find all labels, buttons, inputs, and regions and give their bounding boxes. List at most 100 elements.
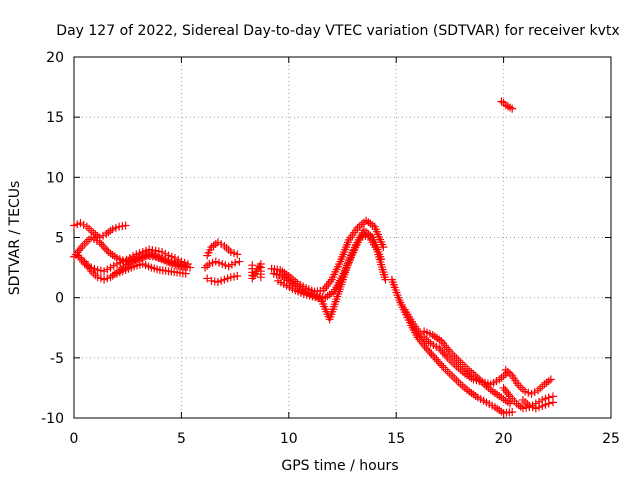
data-point	[70, 252, 78, 261]
data-point	[454, 356, 463, 365]
y-tick-label: 5	[55, 231, 64, 247]
y-tick-label: 10	[46, 170, 64, 186]
data-point-fill	[429, 351, 438, 360]
data-point-fill	[87, 226, 96, 235]
data-point-fill	[445, 369, 454, 378]
data-point	[448, 371, 457, 380]
data-point	[544, 399, 553, 408]
data-point-fill	[437, 361, 446, 370]
y-axis-label: SDTVAR / TECUs	[7, 181, 23, 296]
data-point-fill	[82, 237, 91, 246]
x-tick-label: 0	[70, 431, 79, 447]
data-point-fill	[454, 364, 463, 373]
data-point-fill	[450, 352, 459, 361]
data-point-fill	[450, 373, 459, 382]
data-points	[70, 97, 558, 418]
data-point	[452, 362, 461, 371]
data-point-fill	[458, 382, 467, 391]
x-tick-label: 5	[177, 431, 186, 447]
data-point-fill	[422, 335, 431, 344]
data-point-fill	[434, 357, 443, 366]
data-point	[508, 104, 517, 113]
y-tick-label: 20	[46, 50, 64, 66]
data-point	[497, 97, 506, 106]
data-point-fill	[450, 360, 459, 369]
data-point-fill	[75, 246, 84, 255]
data-point-fill	[440, 349, 449, 358]
y-tick-label: 0	[55, 291, 64, 307]
data-point	[549, 398, 558, 407]
data-point-fill	[436, 359, 445, 368]
data-point	[471, 371, 480, 380]
grid	[74, 57, 611, 418]
data-point-fill	[454, 378, 463, 387]
data-point	[435, 344, 444, 353]
data-point-fill	[456, 358, 465, 367]
data-point-fill	[324, 279, 333, 288]
x-tick-label: 10	[280, 431, 298, 447]
data-point-fill	[439, 339, 448, 348]
data-point-fill	[436, 346, 445, 355]
data-point	[379, 243, 388, 252]
data-point-fill	[516, 383, 525, 392]
axis-ticks: 0 5 10 15 20 25 -10 -5 0 5 10 15 20	[41, 50, 620, 447]
data-point	[508, 407, 517, 416]
data-point-fill	[536, 384, 545, 393]
data-point	[203, 274, 212, 283]
x-tick-label: 25	[602, 431, 620, 447]
y-tick-label: -5	[50, 351, 64, 367]
x-tick-label: 15	[387, 431, 405, 447]
data-point	[422, 344, 431, 353]
data-point-fill	[438, 348, 447, 357]
data-point-fill	[102, 246, 111, 255]
data-point-fill	[357, 220, 366, 229]
data-point	[121, 221, 130, 230]
data-point-fill	[441, 365, 450, 374]
data-point-fill	[448, 358, 457, 367]
data-point-fill	[452, 376, 461, 385]
data-point-fill	[76, 244, 85, 253]
data-point-fill	[443, 367, 452, 376]
y-tick-label: 15	[46, 110, 64, 126]
data-point-fill	[484, 383, 493, 392]
y-tick-label: -10	[41, 411, 64, 427]
data-point-fill	[506, 369, 515, 378]
data-point-fill	[452, 354, 461, 363]
data-point-fill	[322, 282, 331, 291]
data-point	[231, 258, 240, 267]
data-point-fill	[425, 348, 434, 357]
data-point	[443, 353, 452, 362]
data-point-fill	[442, 351, 451, 360]
data-point-fill	[497, 373, 506, 382]
data-point	[256, 273, 265, 282]
data-point	[377, 255, 386, 264]
data-point	[95, 238, 104, 247]
data-point-fill	[80, 239, 89, 248]
data-point-fill	[85, 224, 94, 233]
data-point-fill	[432, 355, 441, 364]
data-point	[78, 241, 87, 250]
data-point	[546, 375, 555, 384]
data-point-fill	[499, 371, 508, 380]
data-point-fill	[458, 360, 467, 369]
data-point-fill	[97, 240, 106, 249]
data-point	[518, 395, 527, 404]
data-point-fill	[100, 244, 109, 253]
data-point	[233, 272, 242, 281]
chart-title: Day 127 of 2022, Sidereal Day-to-day VTE…	[56, 23, 619, 39]
data-point	[235, 257, 244, 266]
data-point	[445, 347, 454, 356]
data-point-fill	[222, 243, 231, 252]
data-point	[181, 269, 190, 278]
data-point	[430, 353, 439, 362]
data-point-fill	[538, 382, 547, 391]
data-point-fill	[99, 242, 108, 251]
data-point-fill	[445, 355, 454, 364]
data-point	[439, 363, 448, 372]
data-point-fill	[448, 349, 457, 358]
x-axis-label: GPS time / hours	[281, 458, 398, 474]
data-point	[183, 259, 192, 268]
data-point	[233, 250, 242, 259]
data-point-fill	[423, 346, 432, 355]
